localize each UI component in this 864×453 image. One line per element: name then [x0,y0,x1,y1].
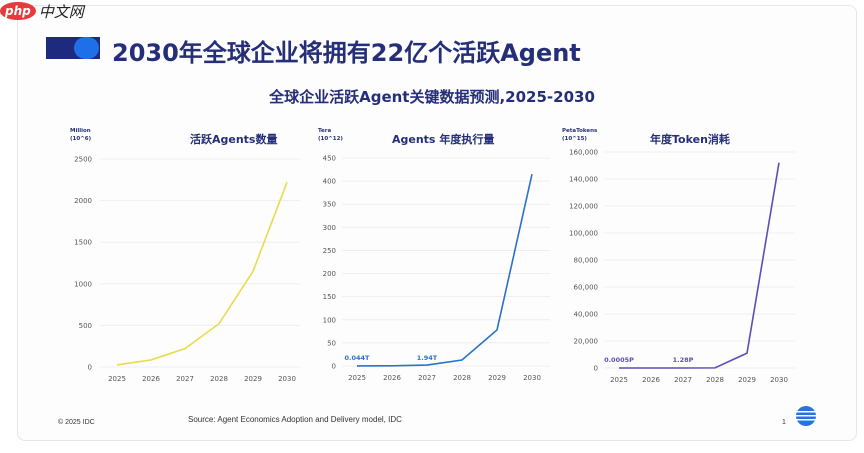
x-tick-label: 2029 [244,375,262,383]
x-tick-label: 2028 [210,375,228,383]
x-tick-label: 2026 [142,375,160,383]
unit-label: (10^15) [562,136,587,142]
page-number: 1 [782,419,786,426]
y-tick-label: 0 [594,365,598,373]
y-tick-label: 100 [323,316,336,324]
x-tick-label: 2030 [278,375,296,383]
chart-3: 年度Token消耗 PetaTokens (10^15) 0 20,000 40,000 6… [562,128,795,384]
copyright: © 2025 IDC [58,419,95,426]
y-tick-label: 100,000 [569,230,598,238]
x-tick-label: 2030 [770,376,788,384]
unit-label: PetaTokens [562,128,598,134]
x-tick-label: 2025 [348,374,366,382]
y-tick-label: 300 [323,224,336,232]
data-label: 0.044T [345,354,371,362]
series-line [356,174,533,367]
y-tick-label: 400 [323,178,336,186]
y-tick-label: 2000 [74,197,92,205]
y-tick-label: 1000 [74,280,92,288]
y-tick-label: 250 [323,247,336,255]
x-tick-label: 2029 [738,376,756,384]
chart-title: 活跃Agents数量 [190,132,277,146]
page-subtitle: 全球企业活跃Agent关键数据预测,2025-2030 [269,88,595,106]
x-tick-label: 2027 [418,374,436,382]
y-tick-label: 60,000 [574,284,599,292]
y-tick-label: 120,000 [569,203,598,211]
x-tick-label: 2026 [642,376,660,384]
chart-1: 活跃Agents数量 Million (10^6) 0 500 1000 1500 2000 2… [70,128,300,383]
title-accent-dot [74,37,99,59]
data-label: 1.94T [417,354,438,362]
chart-title: Agents 年度执行量 [392,132,494,146]
data-label: 1.28P [673,356,694,364]
chart-2: Agents 年度执行量 Tera (10^12) 0 50 100 150 200 250 30… [318,128,550,382]
x-tick-label: 2025 [610,376,628,384]
y-tick-label: 0 [88,364,92,372]
idc-globe-icon [795,406,817,426]
y-tick-label: 160,000 [569,149,598,157]
y-tick-label: 0 [332,363,336,371]
unit-label: (10^6) [70,136,92,142]
x-tick-label: 2025 [108,375,126,383]
y-tick-label: 20,000 [574,338,599,346]
y-tick-label: 200 [323,270,336,278]
y-tick-label: 350 [323,201,336,209]
unit-label: Tera [318,128,331,134]
chart-title: 年度Token消耗 [650,132,730,146]
x-tick-label: 2028 [706,376,724,384]
y-tick-label: 150 [323,293,336,301]
y-tick-label: 80,000 [574,257,599,265]
series-line [618,162,780,369]
x-tick-label: 2029 [488,374,506,382]
y-tick-label: 2500 [74,156,92,164]
unit-label: (10^12) [318,136,343,142]
y-tick-label: 450 [323,155,336,163]
y-tick-label: 40,000 [574,311,599,319]
x-tick-label: 2027 [176,375,194,383]
y-tick-label: 140,000 [569,176,598,184]
source-note: Source: Agent Economics Adoption and Del… [188,415,402,424]
page-title: 2030年全球企业将拥有22亿个活跃Agent [112,39,581,67]
data-label: 0.0005P [604,356,634,364]
x-tick-label: 2030 [523,374,541,382]
y-tick-label: 500 [79,322,92,330]
x-tick-label: 2026 [383,374,401,382]
y-tick-label: 50 [327,339,336,347]
x-tick-label: 2027 [674,376,692,384]
y-tick-label: 1500 [74,239,92,247]
x-tick-label: 2028 [453,374,471,382]
site-logo[interactable]: php 中文网 [0,0,84,22]
series-line [116,182,288,366]
unit-label: Million [70,128,91,134]
